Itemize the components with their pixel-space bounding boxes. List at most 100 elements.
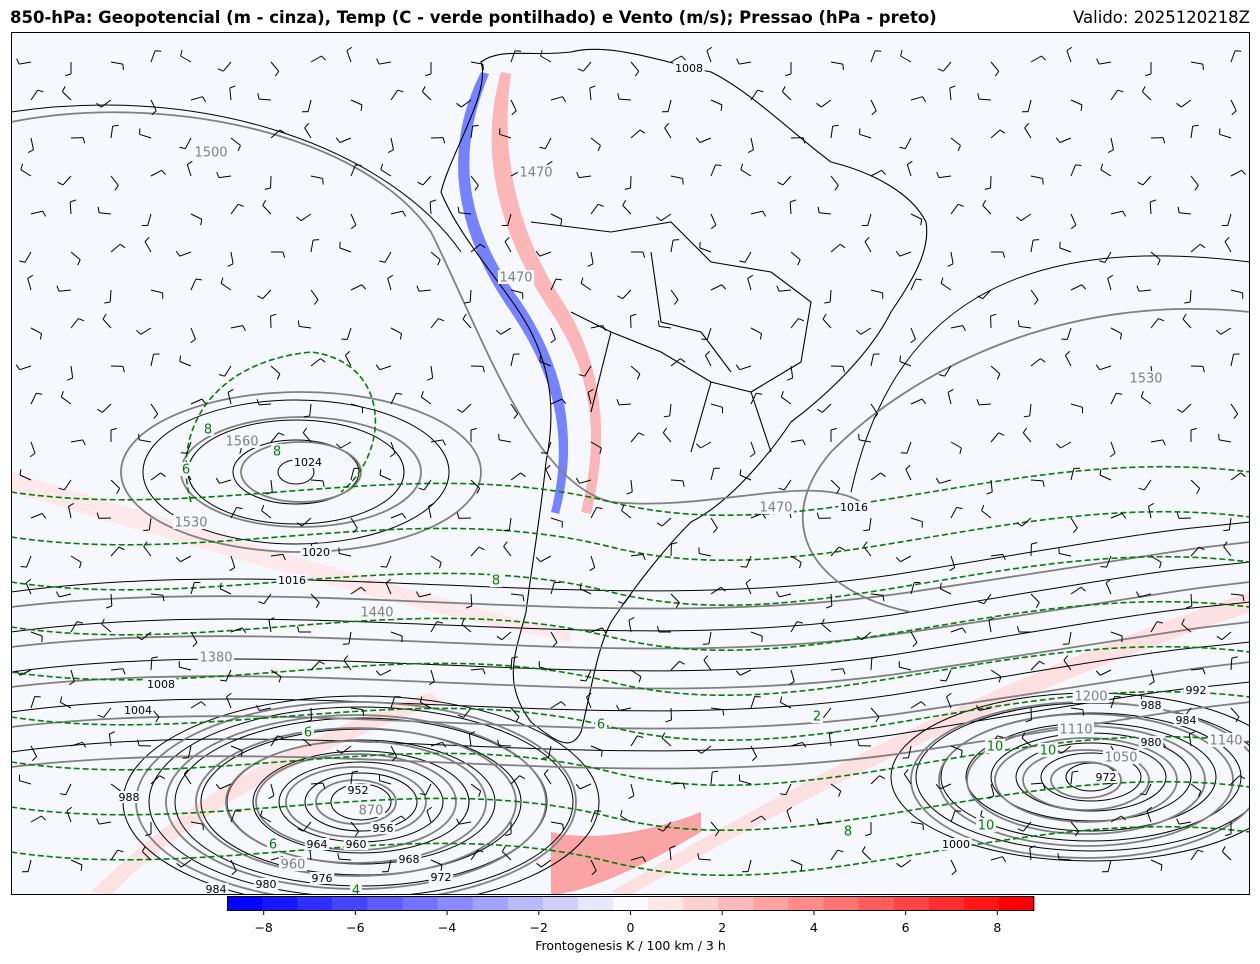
wind-barb-flag — [642, 554, 646, 561]
wind-barb-flag — [1021, 732, 1026, 739]
wind-barb-flag — [1095, 670, 1101, 676]
wind-barb — [350, 164, 356, 177]
wind-barb — [710, 213, 717, 226]
wind-barb-flag — [496, 635, 503, 641]
wind-barb-flag — [81, 742, 87, 748]
wind-barb — [502, 851, 512, 861]
wind-barb-flag — [429, 199, 436, 203]
wind-barb-flag — [617, 93, 620, 100]
wind-barb-flag — [498, 433, 500, 440]
wind-barb — [790, 621, 798, 633]
wind-barb — [350, 772, 353, 785]
wind-barb-flag — [1216, 635, 1223, 641]
wind-barb — [190, 327, 196, 340]
wind-barb — [950, 251, 954, 264]
wind-barb-flag — [457, 714, 464, 718]
wind-barb — [750, 210, 763, 215]
wind-barb-flag — [77, 259, 81, 266]
wind-barb — [590, 137, 601, 146]
wind-barb-flag — [304, 123, 310, 129]
wind-barb — [60, 396, 72, 405]
wind-barb-flag — [106, 605, 113, 609]
wind-barb-flag — [97, 206, 100, 213]
wind-barb-flag — [36, 392, 43, 395]
wind-barb-flag — [956, 506, 963, 510]
wind-barb-flag — [759, 333, 763, 340]
wind-barb — [1059, 553, 1072, 557]
wind-barb — [950, 745, 963, 751]
wind-barb — [1188, 734, 1192, 747]
wind-barb — [622, 289, 632, 299]
label-background — [300, 546, 332, 558]
wind-barb — [750, 696, 756, 709]
geopotential-label: 1530 — [174, 516, 207, 531]
wind-barb-flag — [160, 472, 166, 478]
wind-barb-flag — [1033, 299, 1039, 305]
wind-barb-flag — [469, 731, 476, 735]
wind-barb — [461, 623, 472, 633]
wind-barb-flag — [656, 216, 662, 222]
wind-barb — [750, 392, 757, 405]
wind-barb — [789, 201, 792, 215]
pressure-label: 1016 — [278, 574, 306, 587]
wind-barb-flag — [1099, 260, 1106, 263]
wind-barb — [150, 657, 153, 671]
wind-barb — [270, 432, 280, 443]
wind-barb — [110, 546, 120, 557]
wind-barb-flag — [415, 591, 420, 598]
pressure-contour — [11, 641, 1250, 713]
pressure-contour — [148, 706, 574, 895]
wind-barb-flag — [505, 833, 512, 837]
wind-barb — [110, 175, 119, 186]
wind-barb — [1230, 593, 1243, 596]
wind-barb — [830, 593, 833, 607]
wind-barb — [339, 553, 352, 557]
wind-barb-flag — [1184, 301, 1191, 304]
wind-barb-flag — [749, 452, 756, 458]
wind-barb-flag — [478, 546, 485, 551]
wind-barb-flag — [838, 790, 842, 797]
wind-barb — [258, 98, 272, 101]
wind-barb — [950, 507, 958, 519]
wind-barb — [1027, 99, 1032, 112]
wind-barb — [110, 783, 122, 792]
wind-barb-flag — [436, 621, 443, 624]
wind-barb-flag — [959, 447, 962, 454]
wind-barb — [1228, 517, 1232, 530]
wind-barb — [710, 99, 723, 106]
wind-barb — [30, 392, 37, 405]
pressure-label: 956 — [373, 822, 394, 835]
wind-barb-flag — [1072, 770, 1079, 773]
wind-barb-flag — [602, 325, 606, 332]
wind-barb-flag — [1225, 833, 1232, 837]
wind-barb-flag — [1241, 170, 1247, 176]
wind-barb — [468, 734, 472, 747]
label-background — [266, 837, 280, 851]
wind-barb-flag — [1117, 89, 1124, 93]
wind-barb-flag — [402, 210, 407, 217]
wind-barb — [662, 432, 672, 443]
map-frame — [11, 32, 1250, 895]
wind-barb-flag — [474, 185, 479, 191]
wind-barb — [430, 669, 435, 682]
wind-barb-flag — [461, 618, 465, 625]
geopotential-label: 1560 — [225, 435, 258, 450]
geopotential-contour — [225, 740, 487, 864]
wind-barb-flag — [513, 413, 519, 419]
wind-barb — [870, 707, 880, 718]
wind-barb — [227, 392, 232, 405]
pressure-contour — [11, 601, 1250, 673]
wind-barb-flag — [539, 146, 546, 150]
wind-barb — [830, 61, 843, 65]
wind-barb-flag — [547, 160, 553, 166]
wind-barb-flag — [630, 313, 637, 317]
wind-barb-flag — [1119, 333, 1123, 340]
wind-barb — [1224, 241, 1232, 253]
wind-barb-flag — [661, 732, 666, 739]
label-background — [1127, 371, 1165, 385]
wind-barb-flag — [354, 830, 360, 837]
wind-barb-flag — [836, 488, 841, 494]
wind-barb-flag — [996, 373, 1001, 380]
wind-barb-flag — [57, 181, 64, 186]
colorbar-tick-label: −2 — [530, 920, 548, 935]
